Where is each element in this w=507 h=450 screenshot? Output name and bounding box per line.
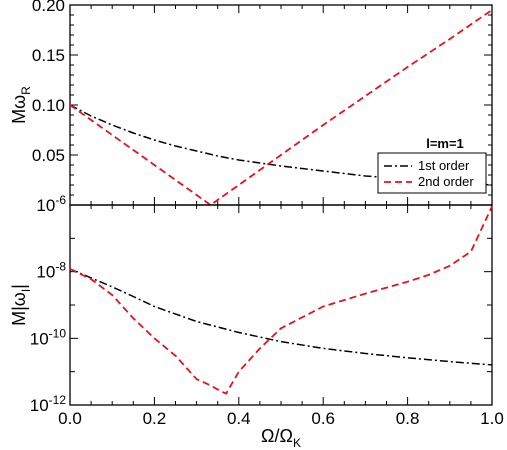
top-y-tick-labels: 0.05 0.10 0.15 0.20 — [32, 0, 65, 165]
bottom-y-axis-title-main: M|ω — [9, 292, 29, 326]
bottom-series-2nd-order-line — [69, 206, 493, 395]
tick-exponent: -10 — [49, 326, 67, 340]
top-panel: 0.05 0.10 0.15 0.20 MωR l=m=1 1st order 2nd… — [9, 0, 493, 207]
x-tick-label: 0.8 — [396, 409, 420, 428]
bottom-y-tick-label: 10-8 — [36, 260, 66, 282]
bottom-y-axis-title: M|ωI| — [9, 284, 33, 326]
top-y-axis-title-sub: R — [19, 86, 33, 95]
top-series-2nd-order-line — [69, 9, 493, 207]
x-axis-title: Ω/ΩK — [261, 426, 301, 450]
top-y-tick-label: 0.15 — [32, 46, 65, 65]
x-tick-label: 0.4 — [227, 409, 251, 428]
x-tick-label: 1.0 — [480, 409, 504, 428]
bottom-series-1st-order-line — [69, 268, 493, 366]
top-y-axis-title-main: Mω — [9, 95, 29, 124]
tick-exponent: -8 — [55, 260, 66, 274]
tick-exponent: -12 — [49, 393, 67, 407]
x-axis-title-sub: K — [293, 436, 301, 450]
bottom-y-tick-label: 10-6 — [36, 193, 66, 215]
legend-title: l=m=1 — [426, 136, 464, 151]
x-tick-label: 0.2 — [143, 409, 167, 428]
x-tick-label: 0.6 — [311, 409, 335, 428]
bottom-ticks — [69, 204, 493, 406]
top-y-tick-label: 0.10 — [32, 96, 65, 115]
tick-base: 10 — [36, 196, 55, 215]
top-ticks — [69, 4, 493, 206]
top-y-axis-title: MωR — [9, 86, 33, 124]
tick-base: 10 — [36, 263, 55, 282]
legend-label-1st-order: 1st order — [418, 158, 470, 173]
legend: l=m=1 1st order 2nd order — [377, 136, 487, 194]
x-axis-title-main: Ω/Ω — [261, 426, 293, 446]
top-y-tick-label: 0.20 — [32, 0, 65, 15]
tick-base: 10 — [30, 329, 49, 348]
bottom-y-tick-label: 10-10 — [30, 326, 67, 348]
bottom-series — [69, 206, 493, 395]
x-tick-labels: 0.0 0.2 0.4 0.6 0.8 1.0 — [58, 409, 504, 428]
tick-base: 10 — [30, 396, 49, 415]
bottom-y-tick-label: 10-12 — [30, 393, 67, 415]
legend-box — [377, 152, 487, 194]
bottom-plot-frame — [69, 204, 493, 406]
legend-label-2nd-order: 2nd order — [418, 174, 474, 189]
bottom-y-axis-title-sub: I — [19, 289, 33, 292]
tick-exponent: -6 — [55, 193, 66, 207]
x-tick-label: 0.0 — [58, 409, 82, 428]
bottom-y-axis-title-tail: | — [9, 284, 29, 289]
top-y-tick-label: 0.05 — [32, 146, 65, 165]
